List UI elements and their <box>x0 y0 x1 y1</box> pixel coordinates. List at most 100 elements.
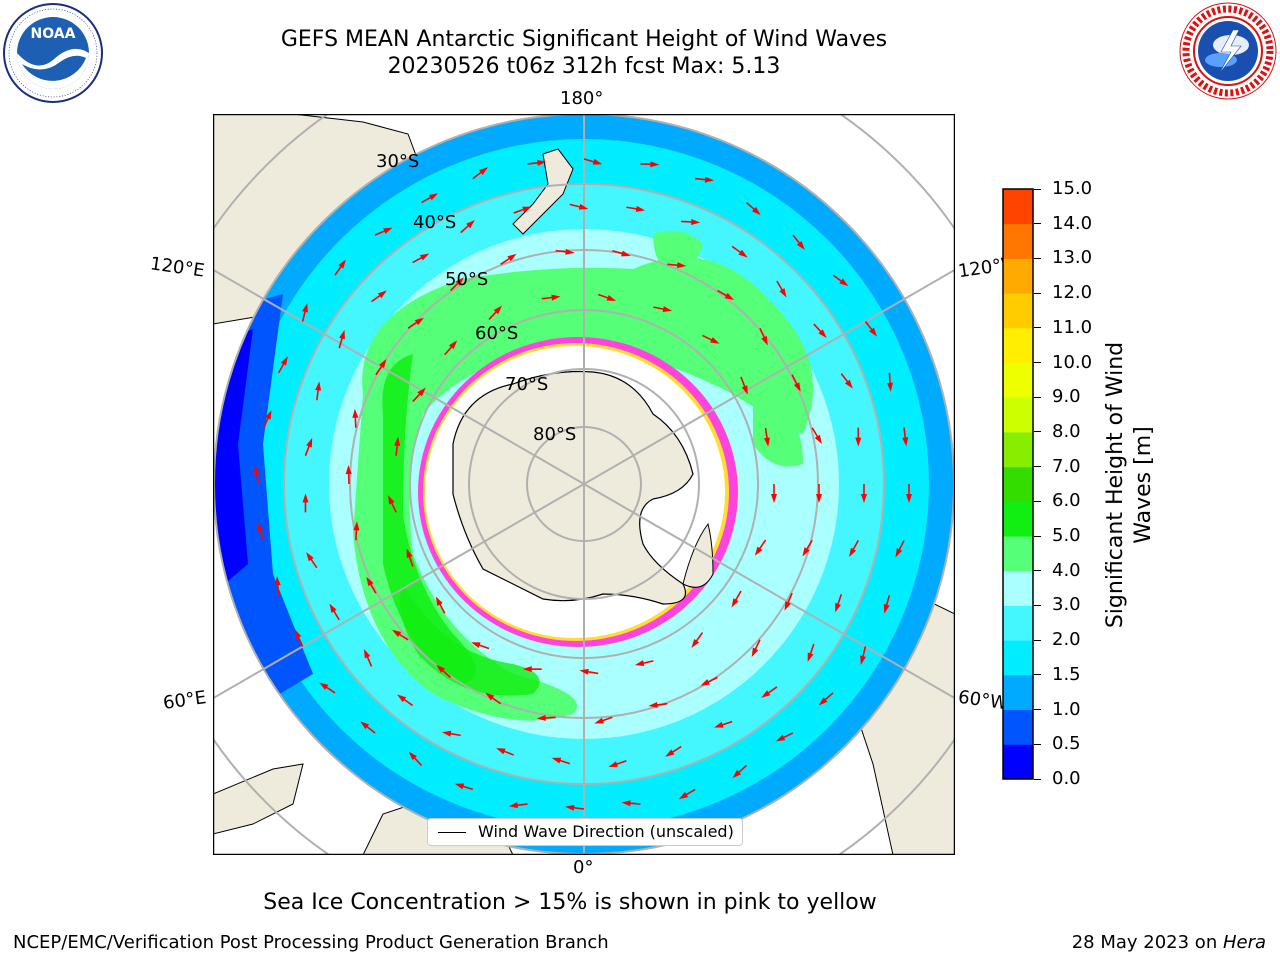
map-legend: Wind Wave Direction (unscaled) <box>427 818 743 846</box>
wave-direction-arrowhead <box>761 690 771 698</box>
wave-direction-arrowhead <box>691 638 700 649</box>
colorbar-segment <box>1003 362 1033 398</box>
wave-direction-arrowhead <box>844 379 853 389</box>
colorbar-segment <box>1003 258 1033 294</box>
wave-direction-arrowhead <box>650 161 660 168</box>
colorbar-tick-mark <box>1034 778 1041 780</box>
wave-direction-arrowhead <box>471 642 481 649</box>
wave-direction-arrowhead <box>479 167 488 175</box>
lat-label-80s: 80°S <box>533 424 577 445</box>
wave-direction-arrowhead <box>551 757 562 764</box>
colorbar-segment <box>1003 570 1033 606</box>
wave-direction-arrowhead <box>436 664 445 674</box>
lat-label-50s: 50°S <box>445 269 489 290</box>
lat-label-30s: 30°S <box>376 151 420 172</box>
wave-direction-arrowhead <box>306 552 314 562</box>
colorbar-tick-mark <box>1034 257 1041 259</box>
wave-direction-arrowhead <box>678 791 689 800</box>
colorbar-segment <box>1003 466 1033 502</box>
wave-direction-arrowhead <box>906 493 912 503</box>
lat-label-70s: 70°S <box>505 374 549 395</box>
wave-direction-arrowhead <box>315 381 322 391</box>
wave-direction-arrowhead <box>383 227 393 234</box>
wave-direction-arrowhead <box>302 493 309 503</box>
wave-direction-arrowhead <box>265 410 272 420</box>
colorbar-segment <box>1003 674 1033 711</box>
footer-right: 28 May 2023 on Hera <box>1072 932 1266 953</box>
colorbar-tick-mark <box>1034 604 1041 606</box>
colorbar-tick-label: 4.0 <box>1052 559 1081 581</box>
wave-direction-arrowhead <box>565 248 575 255</box>
colorbar-tick-label: 10.0 <box>1052 351 1093 373</box>
colorbar-segment <box>1003 293 1033 329</box>
wave-direction-arrowhead <box>579 668 589 675</box>
wave-direction-arrowhead <box>294 629 302 639</box>
wave-direction-arrowhead <box>710 337 720 344</box>
wave-direction-arrowhead <box>677 262 687 269</box>
wave-direction-arrowhead <box>565 804 575 811</box>
wave-direction-arrowhead <box>621 800 631 807</box>
wave-direction-arrowhead <box>253 465 260 475</box>
wave-direction-arrowhead <box>274 576 281 586</box>
wave-direction-arrowhead <box>763 437 770 447</box>
colorbar-segment <box>1003 709 1033 745</box>
wave-direction-arrowhead <box>496 748 506 755</box>
wave-direction-arrowhead <box>493 305 503 315</box>
wave-direction-arrowhead <box>816 493 822 503</box>
colorbar-tick-label: 13.0 <box>1052 247 1093 269</box>
wave-direction-arrowhead <box>578 203 589 210</box>
wave-direction-arrowhead <box>635 205 646 212</box>
wave-direction-arrowhead <box>608 761 618 768</box>
colorbar-tick-label: 11.0 <box>1052 316 1093 338</box>
colorbar-tick-mark <box>1034 431 1041 433</box>
wave-direction-arrowhead <box>665 749 675 757</box>
wave-direction-arrowhead <box>379 359 387 369</box>
colorbar-tick-mark <box>1034 396 1041 398</box>
wave-direction-arrowhead <box>724 292 735 300</box>
wave-direction-arrowhead <box>280 356 288 366</box>
colorbar-tick-mark <box>1034 709 1041 711</box>
wave-direction-arrowhead <box>779 288 787 298</box>
wave-direction-arrowhead <box>537 159 547 166</box>
colorbar-tick-mark <box>1034 639 1041 641</box>
colorbar-tick-label: 5.0 <box>1052 525 1081 547</box>
colorbar-tick-label: 0.0 <box>1052 768 1081 789</box>
wave-direction-arrowhead <box>818 329 827 339</box>
wave-direction-arrowhead <box>775 734 786 742</box>
wave-direction-arrowhead <box>353 521 360 531</box>
colorbar-segment <box>1003 501 1033 537</box>
wave-direction-arrowhead <box>363 648 371 659</box>
wave-direction-arrowhead <box>796 240 805 250</box>
wave-direction-arrowhead <box>902 437 909 447</box>
wave-direction-arrowhead <box>406 548 413 558</box>
wave-direction-arrowhead <box>391 629 402 638</box>
wave-direction-arrowhead <box>366 576 374 587</box>
wave-direction-arrowhead <box>807 652 814 662</box>
wave-direction-arrowhead <box>771 493 777 503</box>
wave-direction-arrowhead <box>329 603 337 613</box>
wave-direction-arrowhead <box>818 697 828 706</box>
wave-direction-arrowhead <box>634 660 645 667</box>
colorbar-segment <box>1003 744 1033 780</box>
lon-label-120e: 120°E <box>148 253 206 282</box>
colorbar-tick-mark <box>1034 500 1041 502</box>
wave-direction-arrowhead <box>507 253 517 262</box>
wave-direction-arrowhead <box>449 340 458 350</box>
wave-direction-arrowhead <box>761 336 768 346</box>
wave-direction-arrowhead <box>257 522 264 533</box>
wave-direction-arrowhead <box>883 603 890 614</box>
wave-direction-arrowhead <box>360 721 370 730</box>
wave-direction-arrowhead <box>662 306 673 313</box>
wave-direction-arrowhead <box>700 679 710 686</box>
wave-direction-arrowhead <box>319 682 329 690</box>
wave-direction-arrowhead <box>793 382 801 392</box>
colorbar-tick-label: 6.0 <box>1052 490 1081 512</box>
wave-direction-arrowhead <box>536 714 546 721</box>
colorbar-tick-label: 1.0 <box>1052 698 1081 720</box>
wave-direction-arrowhead <box>455 277 465 286</box>
legend-text: Wind Wave Direction (unscaled) <box>478 822 734 841</box>
wave-direction-arrowhead <box>849 547 857 558</box>
wave-direction-arrowhead <box>594 717 604 724</box>
colorbar-tick-label: 1.5 <box>1052 663 1081 685</box>
colorbar-tick-label: 2.0 <box>1052 629 1081 651</box>
